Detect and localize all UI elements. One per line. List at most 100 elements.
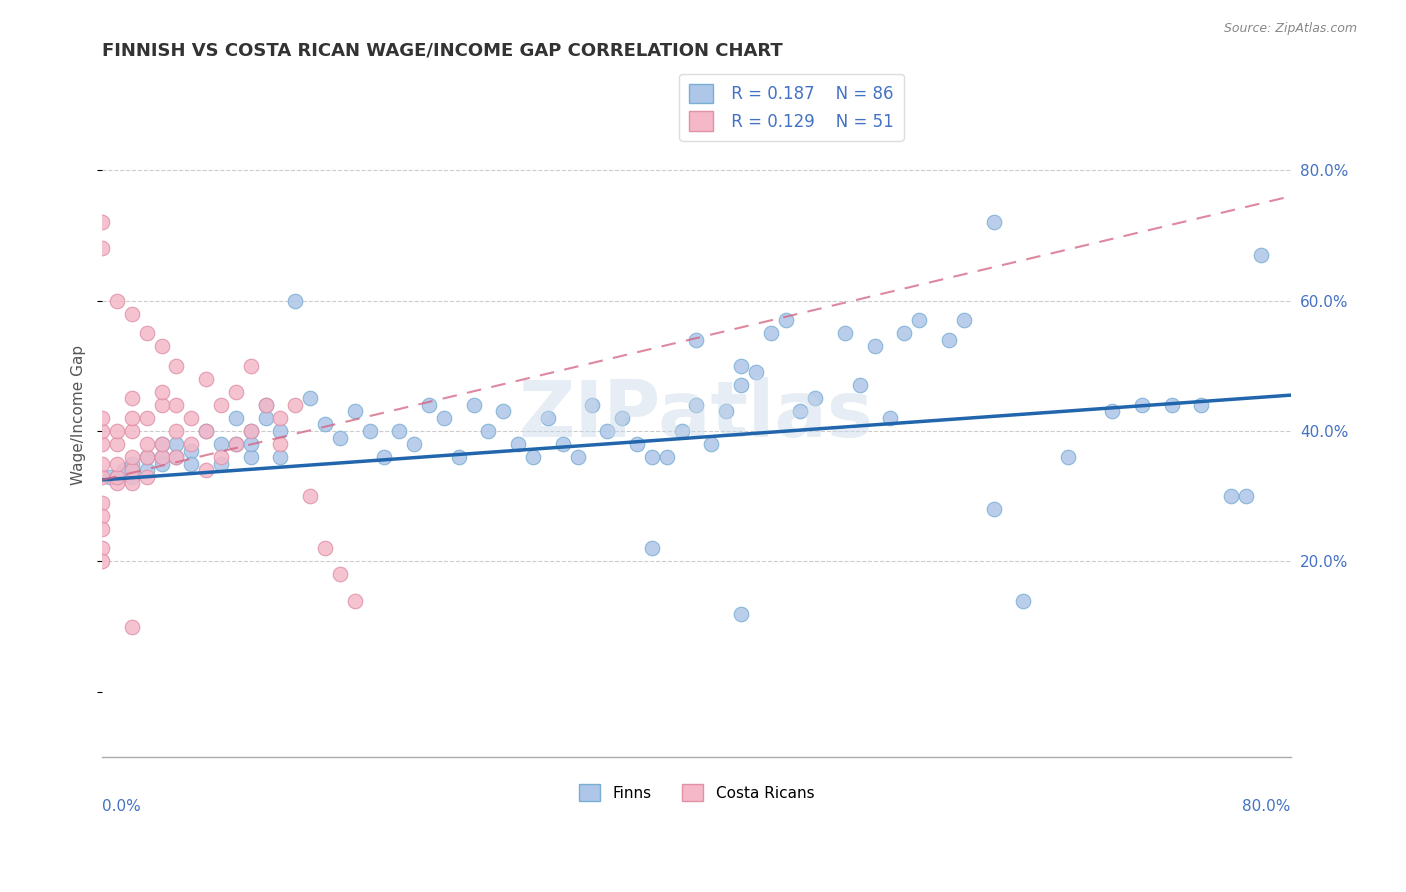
Text: ZIPatlas: ZIPatlas xyxy=(519,376,875,453)
Point xyxy=(671,424,693,438)
Point xyxy=(952,313,974,327)
Point xyxy=(610,411,633,425)
Point xyxy=(299,392,322,406)
Point xyxy=(983,502,1005,516)
Point xyxy=(105,424,128,438)
Point xyxy=(1250,248,1272,262)
Point xyxy=(105,476,128,491)
Point xyxy=(166,450,188,464)
Point xyxy=(209,450,232,464)
Point xyxy=(209,398,232,412)
Point xyxy=(641,541,664,556)
Point xyxy=(388,424,411,438)
Point xyxy=(685,398,707,412)
Point xyxy=(121,307,143,321)
Point xyxy=(1012,593,1035,607)
Point xyxy=(537,411,560,425)
Point xyxy=(105,293,128,308)
Point xyxy=(135,326,157,341)
Point xyxy=(759,326,782,341)
Point xyxy=(284,293,307,308)
Point xyxy=(299,489,322,503)
Point xyxy=(150,457,173,471)
Point xyxy=(105,469,128,483)
Point xyxy=(209,437,232,451)
Point xyxy=(150,437,173,451)
Point xyxy=(834,326,856,341)
Point xyxy=(477,424,499,438)
Point xyxy=(314,417,336,432)
Point xyxy=(180,411,202,425)
Point xyxy=(343,593,366,607)
Point xyxy=(135,463,157,477)
Point xyxy=(195,424,218,438)
Point xyxy=(135,450,157,464)
Point xyxy=(105,437,128,451)
Point xyxy=(1191,398,1213,412)
Point xyxy=(135,450,157,464)
Point xyxy=(1220,489,1243,503)
Point xyxy=(239,424,262,438)
Point xyxy=(166,437,188,451)
Point xyxy=(626,437,648,451)
Point xyxy=(463,398,485,412)
Point xyxy=(1101,404,1123,418)
Point xyxy=(166,398,188,412)
Point xyxy=(150,450,173,464)
Point xyxy=(91,522,114,536)
Point xyxy=(551,437,574,451)
Point xyxy=(1130,398,1153,412)
Text: 80.0%: 80.0% xyxy=(1243,799,1291,814)
Point xyxy=(745,365,768,379)
Point xyxy=(329,567,352,582)
Point xyxy=(775,313,797,327)
Point xyxy=(91,554,114,568)
Point xyxy=(225,411,247,425)
Point xyxy=(91,242,114,256)
Legend: Finns, Costa Ricans: Finns, Costa Ricans xyxy=(572,778,820,807)
Point xyxy=(893,326,915,341)
Point xyxy=(730,359,752,373)
Point xyxy=(804,392,827,406)
Point xyxy=(596,424,619,438)
Point xyxy=(121,411,143,425)
Point xyxy=(121,463,143,477)
Point xyxy=(700,437,723,451)
Point xyxy=(359,424,381,438)
Point xyxy=(114,463,136,477)
Point xyxy=(567,450,589,464)
Point xyxy=(404,437,426,451)
Point xyxy=(508,437,530,451)
Point xyxy=(91,215,114,229)
Point xyxy=(180,437,202,451)
Point xyxy=(938,333,960,347)
Point xyxy=(150,339,173,353)
Text: Source: ZipAtlas.com: Source: ZipAtlas.com xyxy=(1223,22,1357,36)
Point xyxy=(492,404,515,418)
Point xyxy=(135,411,157,425)
Y-axis label: Wage/Income Gap: Wage/Income Gap xyxy=(72,344,86,484)
Point xyxy=(284,398,307,412)
Point xyxy=(91,457,114,471)
Point xyxy=(522,450,544,464)
Point xyxy=(789,404,811,418)
Point xyxy=(166,359,188,373)
Point xyxy=(91,411,114,425)
Point xyxy=(209,457,232,471)
Point xyxy=(105,457,128,471)
Point xyxy=(239,437,262,451)
Point xyxy=(91,508,114,523)
Point xyxy=(730,607,752,621)
Point xyxy=(91,437,114,451)
Point xyxy=(269,411,291,425)
Point xyxy=(150,384,173,399)
Point xyxy=(641,450,664,464)
Point xyxy=(269,437,291,451)
Point xyxy=(121,392,143,406)
Point xyxy=(91,496,114,510)
Point xyxy=(135,437,157,451)
Point xyxy=(195,463,218,477)
Point xyxy=(1234,489,1257,503)
Point xyxy=(983,215,1005,229)
Text: 0.0%: 0.0% xyxy=(103,799,141,814)
